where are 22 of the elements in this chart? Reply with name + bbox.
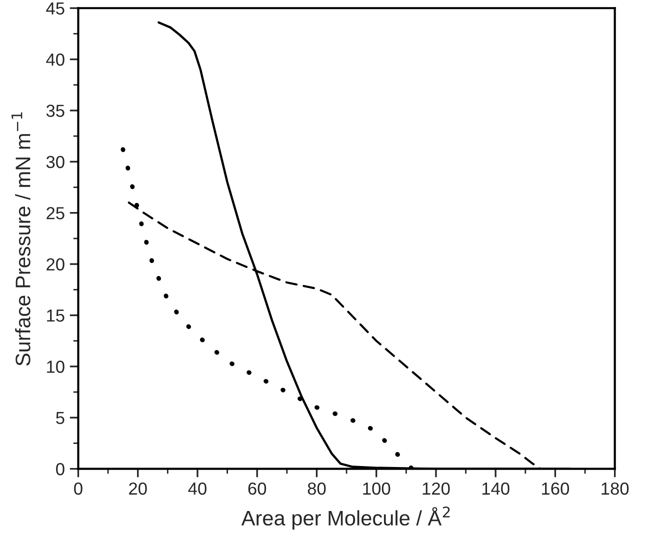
y-axis-title: Surface Pressure / mN m$^{−1}$ [12, 112, 30, 366]
y-tick-label: 15 [47, 310, 64, 322]
x-tick-label: 180 [602, 482, 629, 495]
y-tick-label: 25 [46, 207, 64, 220]
y-tick-label: 40 [46, 53, 64, 66]
y-tick-label: 45 [46, 2, 64, 15]
y-tick-label: 20 [46, 258, 64, 271]
x-axis-title: Area per Molecule / Å$^{2}$ [241, 506, 450, 530]
y-tick-label: 30 [46, 156, 64, 168]
x-tick-label: 0 [74, 482, 82, 495]
y-tick-label: 10 [47, 360, 64, 373]
y-tick-label: 0 [56, 463, 64, 476]
x-tick-label: 100 [363, 482, 390, 495]
x-tick-label: 80 [308, 482, 326, 495]
y-tick-label: 35 [46, 104, 64, 117]
x-tick-label: 20 [129, 482, 147, 495]
x-tick-label: 140 [482, 482, 510, 495]
y-tick-label: 5 [56, 412, 64, 424]
x-tick-label: 60 [248, 482, 266, 495]
x-tick-label: 120 [422, 482, 450, 495]
x-tick-label: 160 [542, 482, 570, 495]
x-tick-label: 40 [188, 482, 206, 495]
